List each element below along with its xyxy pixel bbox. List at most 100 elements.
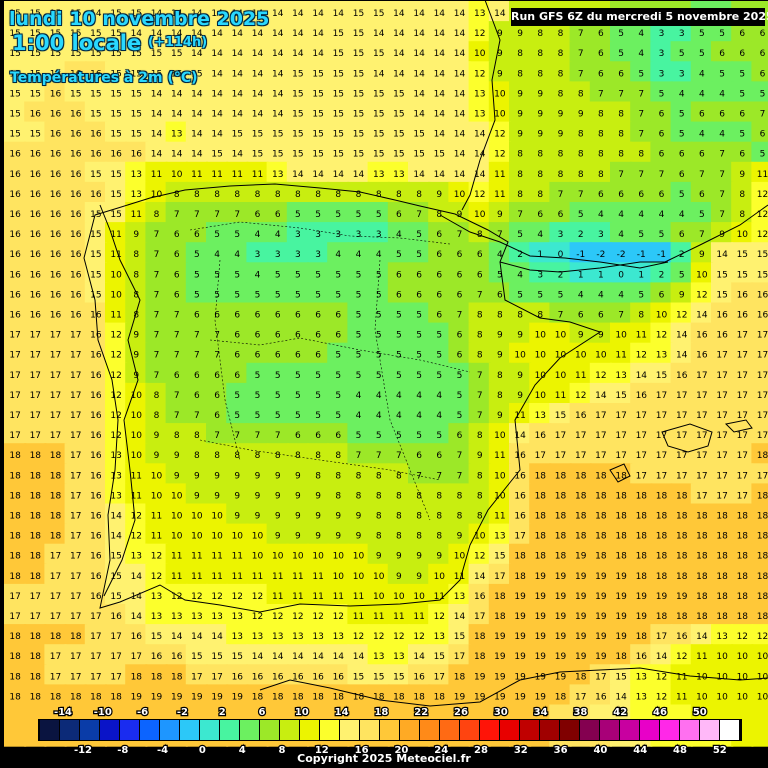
temperature-value: 14 — [333, 170, 345, 180]
temperature-cell — [428, 543, 451, 566]
temperature-value: 15 — [191, 69, 202, 79]
temperature-value: 15 — [50, 29, 61, 39]
temperature-cell — [549, 322, 572, 345]
temperature-cell — [286, 604, 309, 627]
temperature-cell — [610, 81, 633, 104]
temperature-cell — [4, 382, 27, 405]
temperature-value: 6 — [477, 270, 483, 280]
temperature-value: 14 — [434, 69, 446, 79]
temperature-value: 18 — [30, 672, 42, 682]
temperature-cell — [266, 382, 289, 405]
temperature-value: 6 — [255, 351, 261, 361]
temperature-cell — [4, 141, 27, 164]
temperature-value: -2 — [596, 250, 605, 260]
temperature-cell — [448, 563, 471, 586]
temperature-cell — [24, 563, 47, 586]
temperature-value: 9 — [194, 491, 200, 501]
temperature-value: 8 — [598, 150, 604, 160]
temperature-value: 17 — [676, 451, 687, 461]
temperature-value: 14 — [151, 150, 163, 160]
temperature-value: 5 — [315, 270, 321, 280]
temperature-value: 13 — [615, 371, 626, 381]
temperature-cell — [731, 242, 754, 265]
temperature-cell — [367, 61, 390, 84]
temperature-value: 16 — [50, 89, 62, 99]
temperature-cell — [408, 41, 431, 64]
temperature-value: 18 — [595, 512, 607, 522]
temperature-cell — [286, 523, 309, 546]
temperature-value: 15 — [292, 150, 303, 160]
temperature-cell — [650, 443, 673, 466]
temperature-value: 19 — [494, 632, 506, 642]
temperature-value: 10 — [575, 351, 587, 361]
temperature-value: 15 — [50, 49, 61, 59]
temperature-cell — [206, 222, 229, 245]
temperature-cell — [4, 342, 27, 365]
temperature-value: 12 — [312, 612, 323, 622]
temperature-cell — [711, 403, 734, 426]
temperature-value: 13 — [171, 130, 182, 140]
temperature-value: 16 — [252, 672, 264, 682]
temperature-value: 7 — [154, 270, 160, 280]
temperature-cell — [549, 181, 572, 204]
temperature-value: 10 — [353, 572, 365, 582]
temperature-value: 11 — [454, 572, 465, 582]
temperature-cell — [84, 61, 107, 84]
temperature-value: 17 — [70, 331, 81, 341]
temperature-value: 6 — [739, 150, 745, 160]
temperature-cell — [24, 141, 47, 164]
temperature-cell — [185, 362, 208, 385]
temperature-cell — [44, 161, 67, 184]
temperature-value: 4 — [255, 230, 261, 240]
temperature-value: 17 — [9, 431, 20, 441]
temperature-value: 6 — [255, 210, 261, 220]
temperature-cell — [549, 342, 572, 365]
temperature-value: 17 — [90, 612, 101, 622]
temperature-cell — [610, 222, 633, 245]
temperature-cell — [448, 282, 471, 305]
temperature-cell — [307, 1, 330, 24]
temperature-value: 16 — [70, 110, 82, 120]
temperature-cell — [145, 41, 168, 64]
temperature-cell — [690, 161, 713, 184]
temperature-cell — [650, 302, 673, 325]
temperature-value: 7 — [194, 331, 200, 341]
temperature-value: 18 — [9, 532, 21, 542]
temperature-value: 11 — [151, 532, 162, 542]
temperature-value: 14 — [232, 110, 244, 120]
temperature-value: 15 — [312, 89, 323, 99]
temperature-value: 5 — [679, 130, 685, 140]
temperature-cell — [105, 342, 128, 365]
temperature-cell — [488, 282, 511, 305]
temperature-value: 7 — [497, 230, 503, 240]
temperature-value: 18 — [656, 552, 668, 562]
temperature-value: 6 — [315, 311, 321, 321]
temperature-value: 18 — [373, 692, 385, 702]
forecast-lead-time: (+114h) — [148, 35, 208, 50]
temperature-cell — [670, 161, 693, 184]
temperature-value: 15 — [716, 290, 727, 300]
temperature-cell — [246, 262, 269, 285]
temperature-value: 17 — [696, 431, 707, 441]
temperature-cell — [690, 302, 713, 325]
temperature-value: 17 — [9, 351, 20, 361]
temperature-value: 16 — [636, 652, 648, 662]
temperature-value: 9 — [133, 230, 139, 240]
temperature-cell — [650, 403, 673, 426]
temperature-cell — [24, 322, 47, 345]
variable-title: Températures à 2m (°C) — [10, 70, 198, 86]
temperature-cell — [589, 302, 612, 325]
temperature-value: 13 — [636, 672, 647, 682]
temperature-value: -1 — [576, 250, 585, 260]
temperature-cell — [549, 61, 572, 84]
temperature-value: 18 — [575, 471, 587, 481]
temperature-value: 15 — [353, 69, 364, 79]
temperature-cell — [488, 403, 511, 426]
temperature-value: 14 — [434, 170, 446, 180]
temperature-value: 13 — [393, 170, 404, 180]
temperature-value: 17 — [716, 431, 727, 441]
temperature-cell — [206, 664, 229, 687]
temperature-cell — [347, 644, 370, 667]
temperature-value: 5 — [396, 250, 402, 260]
temperature-cell — [610, 664, 633, 687]
